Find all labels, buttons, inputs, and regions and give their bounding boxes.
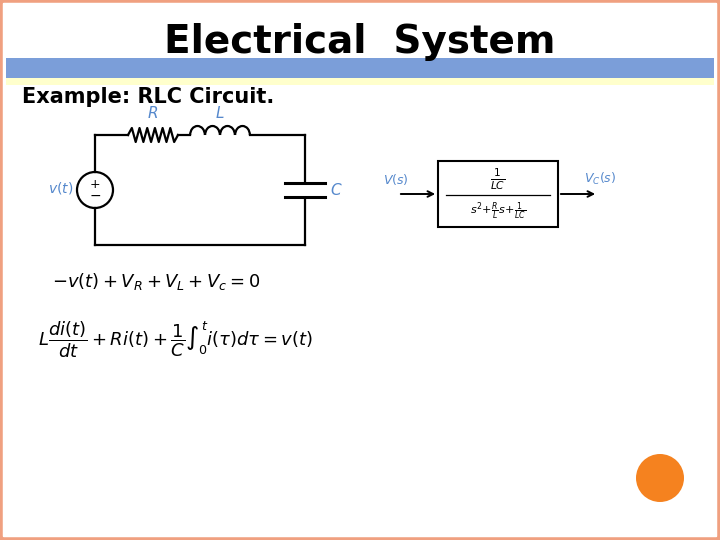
- Text: Example: RLC Circuit.: Example: RLC Circuit.: [22, 87, 274, 107]
- Circle shape: [636, 454, 684, 502]
- Text: $V(s)$: $V(s)$: [383, 172, 409, 187]
- Text: $L$: $L$: [215, 105, 225, 121]
- Text: Electrical  System: Electrical System: [164, 23, 556, 61]
- Bar: [6, 58, 714, 78]
- Text: $-v(t)+V_R+V_L+V_c=0$: $-v(t)+V_R+V_L+V_c=0$: [52, 272, 261, 293]
- Text: $s^2\!+\!\frac{R}{L}s\!+\!\frac{1}{LC}$: $s^2\!+\!\frac{R}{L}s\!+\!\frac{1}{LC}$: [470, 200, 526, 222]
- Text: $L\dfrac{di(t)}{dt}+Ri(t)+\dfrac{1}{C}\int_0^t i(\tau)d\tau=v(t)$: $L\dfrac{di(t)}{dt}+Ri(t)+\dfrac{1}{C}\i…: [38, 320, 312, 360]
- Text: +: +: [90, 178, 100, 191]
- Bar: [438, 161, 558, 227]
- Text: −: −: [89, 189, 101, 203]
- Bar: [6, 78, 714, 85]
- Text: $v(t)$: $v(t)$: [48, 180, 73, 196]
- Text: $V_C(s)$: $V_C(s)$: [584, 171, 616, 187]
- Text: $R$: $R$: [148, 105, 158, 121]
- Text: $C$: $C$: [330, 182, 343, 198]
- Text: $\frac{1}{LC}$: $\frac{1}{LC}$: [490, 167, 505, 192]
